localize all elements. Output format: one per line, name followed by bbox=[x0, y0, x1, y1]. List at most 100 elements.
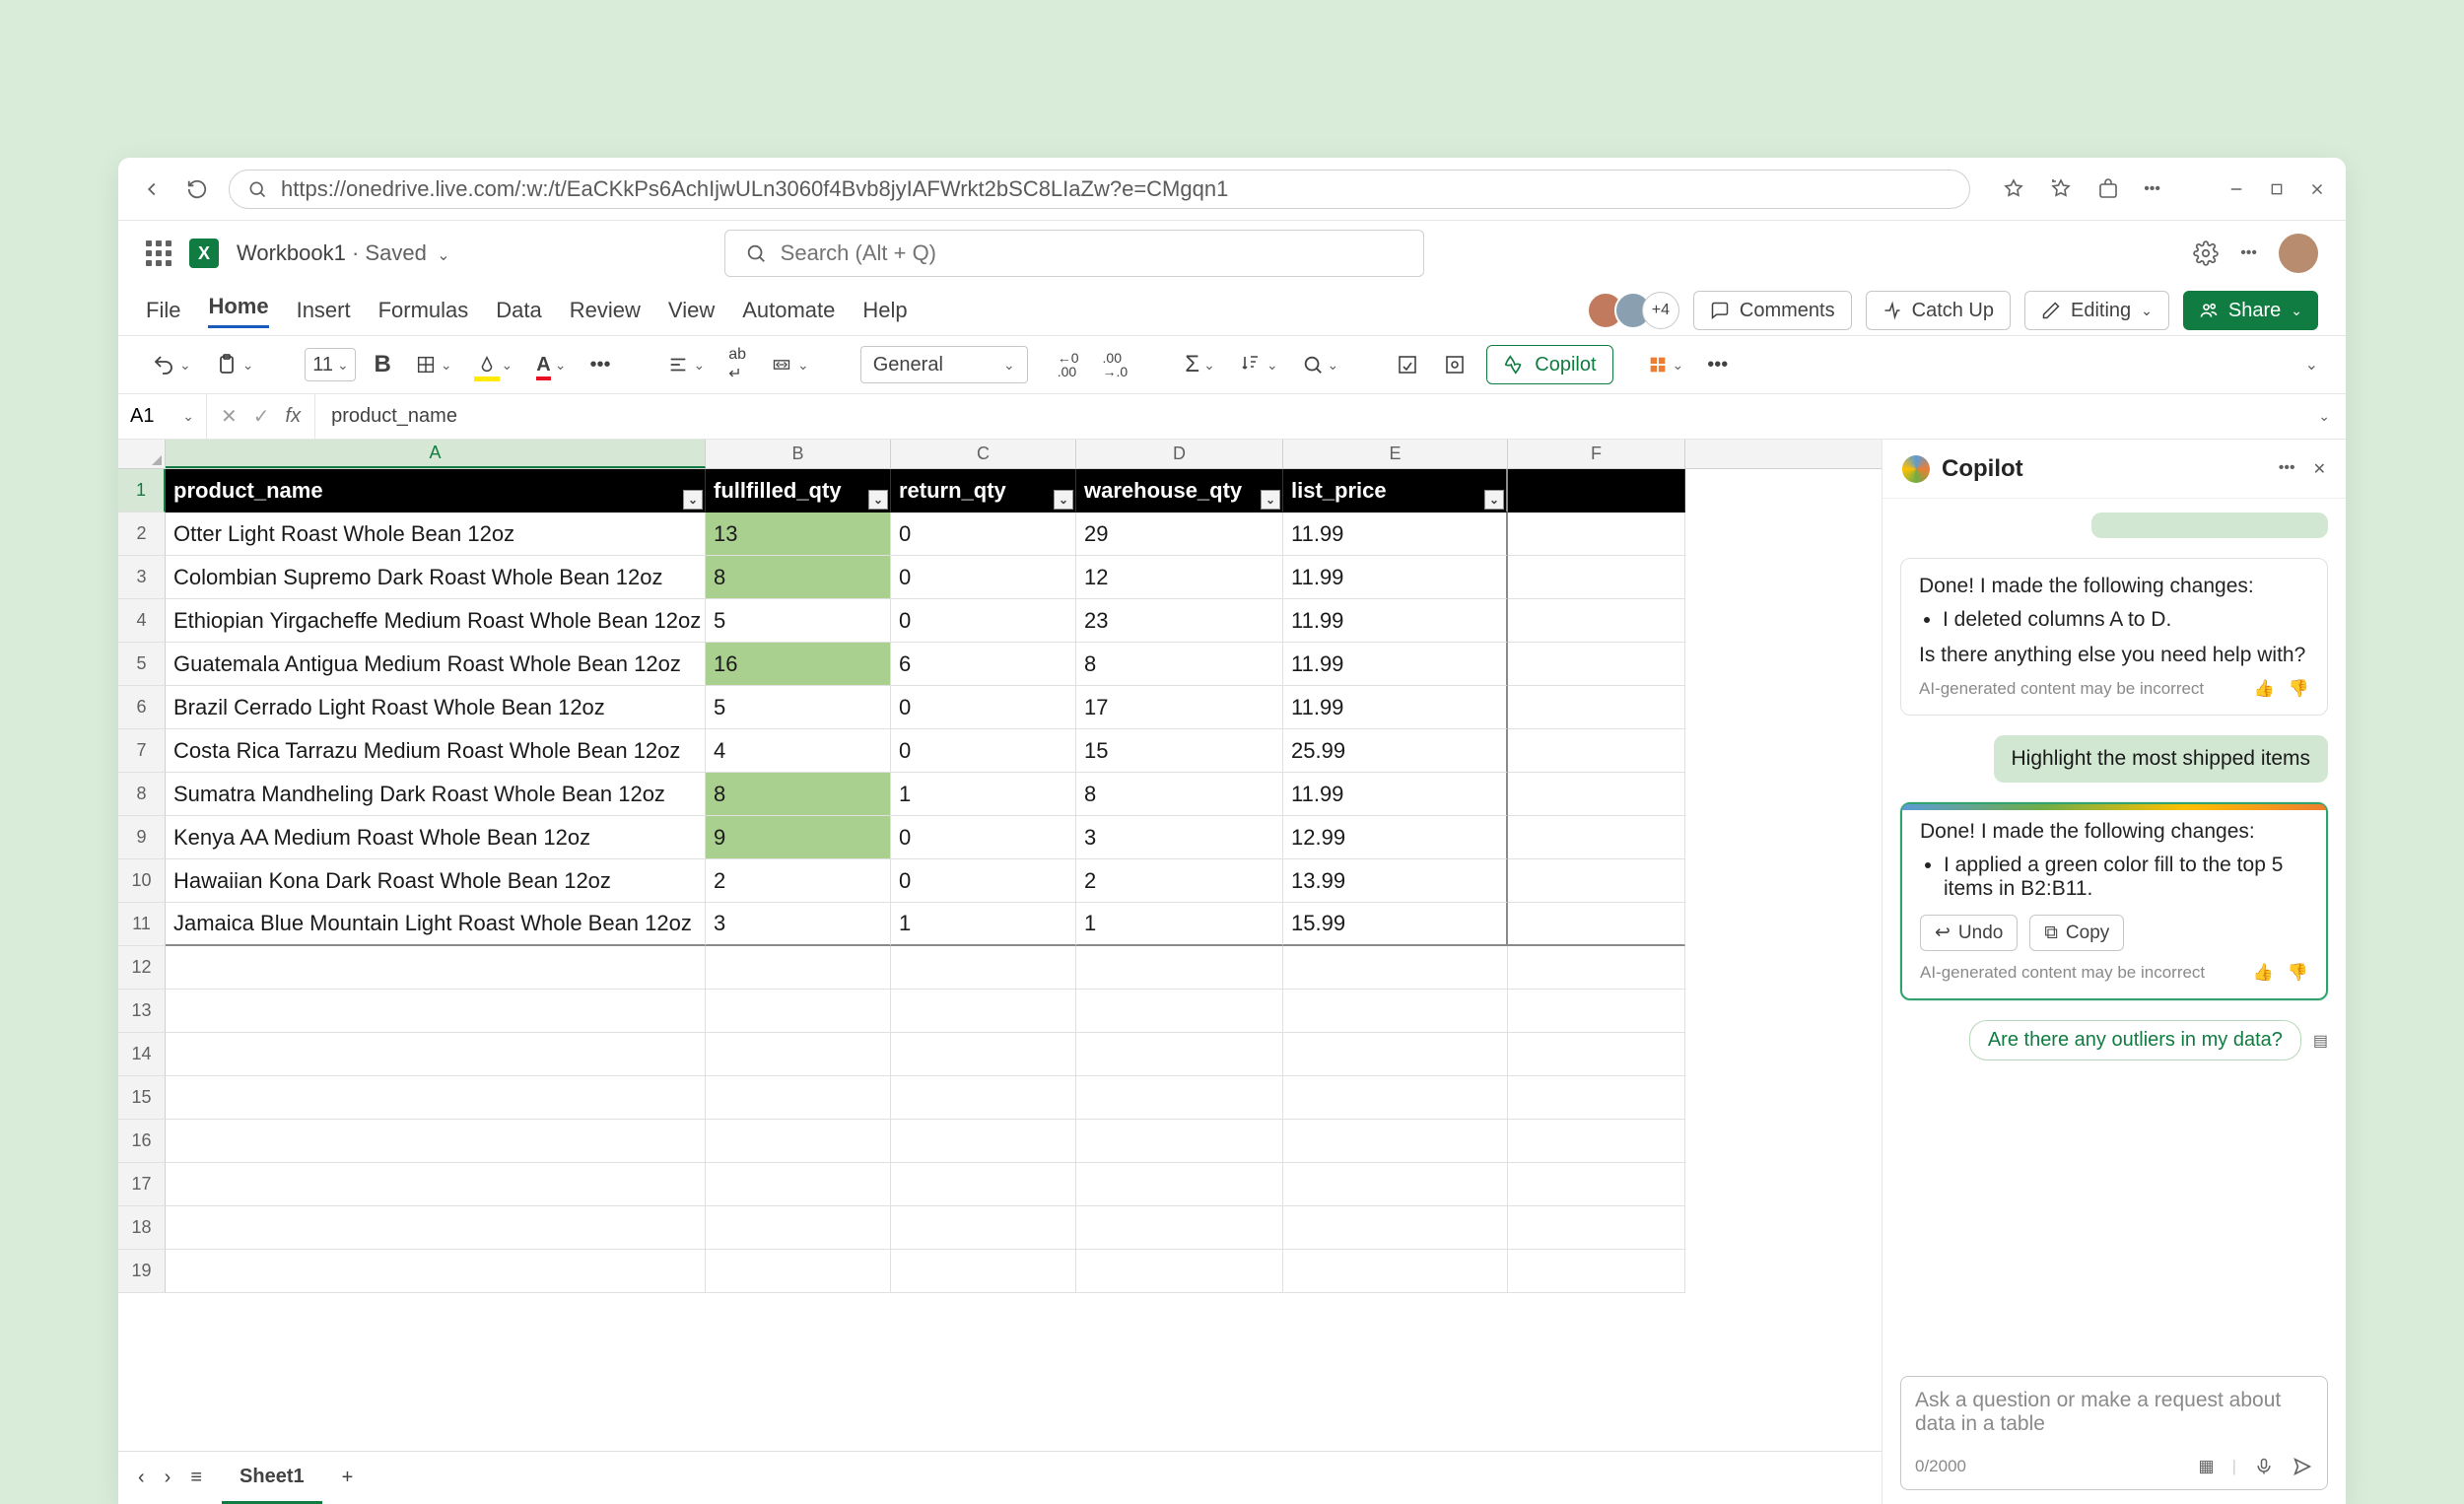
cell[interactable] bbox=[1508, 469, 1685, 513]
row-header[interactable]: 2 bbox=[118, 513, 166, 556]
bold-button[interactable]: B bbox=[368, 346, 396, 383]
cell[interactable]: Kenya AA Medium Roast Whole Bean 12oz bbox=[166, 816, 706, 859]
cell[interactable] bbox=[1076, 1250, 1283, 1293]
cell[interactable] bbox=[1508, 1076, 1685, 1120]
cell[interactable]: 25.99 bbox=[1283, 729, 1508, 773]
cell[interactable] bbox=[1283, 1120, 1508, 1163]
cell[interactable]: 2 bbox=[1076, 859, 1283, 903]
all-sheets-icon[interactable]: ≡ bbox=[190, 1467, 202, 1489]
sheet-tab[interactable]: Sheet1 bbox=[222, 1452, 322, 1504]
copilot-close-icon[interactable]: ✕ bbox=[2313, 459, 2326, 479]
cell[interactable] bbox=[1508, 643, 1685, 686]
row-header[interactable]: 8 bbox=[118, 773, 166, 816]
cell[interactable]: 23 bbox=[1076, 599, 1283, 643]
mic-icon[interactable] bbox=[2254, 1457, 2274, 1476]
favorite-icon[interactable] bbox=[2002, 177, 2025, 201]
cell[interactable]: 0 bbox=[891, 556, 1076, 599]
comments-button[interactable]: Comments bbox=[1693, 291, 1852, 330]
cell[interactable]: 6 bbox=[891, 643, 1076, 686]
cell[interactable]: 12.99 bbox=[1283, 816, 1508, 859]
cell[interactable] bbox=[1283, 990, 1508, 1033]
increase-decimal-button[interactable]: .00→.0 bbox=[1097, 346, 1134, 383]
sort-filter-button[interactable] bbox=[1233, 346, 1284, 383]
cell[interactable]: 17 bbox=[1076, 686, 1283, 729]
ribbon-collapse-icon[interactable]: ⌄ bbox=[2305, 355, 2318, 375]
cell[interactable] bbox=[706, 1076, 891, 1120]
cell[interactable] bbox=[1508, 513, 1685, 556]
cell[interactable] bbox=[1508, 859, 1685, 903]
copilot-more-icon[interactable]: ••• bbox=[2279, 459, 2295, 479]
addin1-button[interactable] bbox=[1390, 346, 1425, 383]
spreadsheet-grid[interactable]: A B C D E F 1234567891011121314151617181… bbox=[118, 440, 1882, 1504]
cell[interactable]: 5 bbox=[706, 686, 891, 729]
cell[interactable]: 1 bbox=[891, 903, 1076, 946]
cell[interactable] bbox=[166, 1033, 706, 1076]
cell[interactable] bbox=[1508, 599, 1685, 643]
suggestion-list-icon[interactable]: ▤ bbox=[2313, 1031, 2328, 1051]
cell[interactable] bbox=[891, 1250, 1076, 1293]
catchup-button[interactable]: Catch Up bbox=[1866, 291, 2011, 330]
accept-formula-icon[interactable]: ✓ bbox=[253, 404, 270, 429]
filter-dropdown-icon[interactable]: ⌄ bbox=[1054, 490, 1073, 510]
row-header[interactable]: 15 bbox=[118, 1076, 166, 1120]
cell[interactable] bbox=[1508, 1206, 1685, 1250]
tab-formulas[interactable]: Formulas bbox=[378, 298, 469, 323]
cell[interactable]: 9 bbox=[706, 816, 891, 859]
cell[interactable]: product_name⌄ bbox=[166, 469, 706, 513]
thumbs-down-icon[interactable]: 👎 bbox=[2288, 963, 2308, 983]
cell[interactable] bbox=[1076, 1033, 1283, 1076]
addin2-button[interactable] bbox=[1437, 346, 1472, 383]
cell[interactable]: 4 bbox=[706, 729, 891, 773]
presence-indicators[interactable]: +4 bbox=[1597, 292, 1679, 329]
select-all-corner[interactable] bbox=[118, 440, 166, 468]
decrease-decimal-button[interactable]: ←0.00 bbox=[1052, 346, 1085, 383]
cell[interactable] bbox=[166, 1206, 706, 1250]
attach-table-icon[interactable]: ▦ bbox=[2199, 1457, 2215, 1476]
cell[interactable] bbox=[891, 946, 1076, 990]
document-title[interactable]: Workbook1 · Saved ⌄ bbox=[237, 240, 450, 266]
cell[interactable]: Sumatra Mandheling Dark Roast Whole Bean… bbox=[166, 773, 706, 816]
cell[interactable]: 3 bbox=[1076, 816, 1283, 859]
cell[interactable]: 13.99 bbox=[1283, 859, 1508, 903]
cell[interactable]: 11.99 bbox=[1283, 773, 1508, 816]
sheet-prev-icon[interactable]: ‹ bbox=[138, 1467, 145, 1489]
maximize-icon[interactable] bbox=[2269, 181, 2285, 197]
cell[interactable] bbox=[1508, 686, 1685, 729]
row-header[interactable]: 9 bbox=[118, 816, 166, 859]
collections-icon[interactable] bbox=[2049, 177, 2073, 201]
cell[interactable]: warehouse_qty⌄ bbox=[1076, 469, 1283, 513]
cell[interactable] bbox=[1076, 1076, 1283, 1120]
close-window-icon[interactable] bbox=[2308, 180, 2326, 198]
cell[interactable]: Brazil Cerrado Light Roast Whole Bean 12… bbox=[166, 686, 706, 729]
font-color-button[interactable]: A bbox=[530, 346, 572, 383]
cell[interactable] bbox=[706, 990, 891, 1033]
cell[interactable]: 1 bbox=[1076, 903, 1283, 946]
cell[interactable]: 8 bbox=[1076, 643, 1283, 686]
thumbs-up-icon[interactable]: 👍 bbox=[2254, 679, 2275, 699]
cell[interactable] bbox=[891, 990, 1076, 1033]
undo-button[interactable] bbox=[146, 346, 197, 383]
cell[interactable] bbox=[1508, 990, 1685, 1033]
cell[interactable]: 0 bbox=[891, 859, 1076, 903]
align-button[interactable] bbox=[661, 346, 711, 383]
cell[interactable] bbox=[1076, 1206, 1283, 1250]
col-header-C[interactable]: C bbox=[891, 440, 1076, 468]
cell[interactable]: 5 bbox=[706, 599, 891, 643]
filter-dropdown-icon[interactable]: ⌄ bbox=[683, 490, 703, 510]
fx-icon[interactable]: fx bbox=[286, 405, 302, 428]
cell[interactable] bbox=[1508, 1163, 1685, 1206]
cell[interactable]: Jamaica Blue Mountain Light Roast Whole … bbox=[166, 903, 706, 946]
cell[interactable]: Otter Light Roast Whole Bean 12oz bbox=[166, 513, 706, 556]
cell[interactable] bbox=[166, 1076, 706, 1120]
cell[interactable] bbox=[1076, 946, 1283, 990]
col-header-E[interactable]: E bbox=[1283, 440, 1508, 468]
thumbs-down-icon[interactable]: 👎 bbox=[2289, 679, 2309, 699]
cell[interactable]: 16 bbox=[706, 643, 891, 686]
share-button[interactable]: Share⌄ bbox=[2183, 291, 2318, 330]
copy-action-button[interactable]: ⧉Copy bbox=[2029, 915, 2124, 951]
app-launcher-icon[interactable] bbox=[146, 240, 171, 266]
tab-help[interactable]: Help bbox=[862, 298, 907, 323]
copilot-input[interactable]: Ask a question or make a request about d… bbox=[1900, 1376, 2328, 1490]
copilot-toolbar-button[interactable]: Copilot bbox=[1486, 345, 1612, 384]
address-bar[interactable]: https://onedrive.live.com/:w:/t/EaCKkPs6… bbox=[229, 170, 1970, 209]
